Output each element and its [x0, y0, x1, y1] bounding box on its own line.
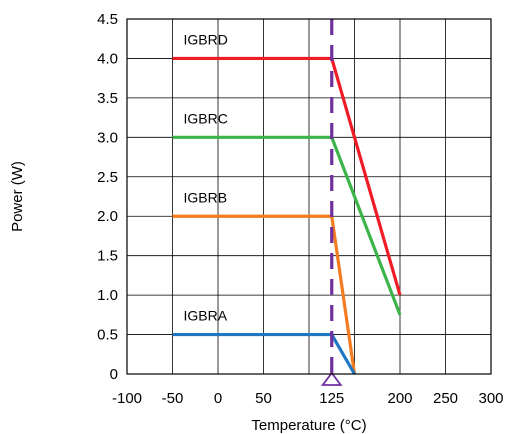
- x-tick-label: 0: [214, 390, 222, 407]
- y-tick-label: 0.5: [97, 327, 118, 344]
- y-tick-label: 4.5: [97, 11, 118, 28]
- x-tick-label: -50: [162, 390, 184, 407]
- y-tick-label: 0: [110, 366, 118, 383]
- x-axis-title: Temperature (°C): [251, 417, 366, 434]
- x-tick-label: 50: [255, 390, 272, 407]
- series-label-igbrd: IGBRD: [184, 32, 228, 48]
- y-tick-label: 2.0: [97, 208, 118, 225]
- plot-frame: [126, 18, 492, 375]
- y-tick-label: 4.0: [97, 50, 118, 67]
- temperature-marker: [320, 19, 343, 386]
- grid: [126, 18, 492, 375]
- x-tick-label: 250: [433, 390, 458, 407]
- x-tick-label: 125: [319, 390, 344, 407]
- series-label-igbra: IGBRA: [184, 308, 228, 324]
- series-label-igbrb: IGBRB: [184, 189, 228, 205]
- y-tick-label: 1.5: [97, 248, 118, 265]
- marker-triangle: [320, 371, 343, 386]
- series-label-igbrc: IGBRC: [184, 110, 228, 126]
- x-tick-label: -100: [112, 390, 142, 407]
- y-tick-label: 3.5: [97, 90, 118, 107]
- y-tick-label: 2.5: [97, 169, 118, 186]
- y-tick-label: 1.0: [97, 287, 118, 304]
- series-line-igbrc: [172, 135, 402, 316]
- series-labels: IGBRD IGBRC IGBRB IGBRA: [184, 32, 228, 324]
- x-tick-label: 200: [387, 390, 412, 407]
- x-tick-label: 300: [478, 390, 503, 407]
- y-tick-label: 3.0: [97, 129, 118, 146]
- y-axis-title: Power (W): [9, 161, 26, 232]
- tick-labels: 0 0.5 1.0 1.5 2.0 2.5 3.0 3.5 4.0 4.5 -100 -50 0 50 12…: [97, 11, 503, 407]
